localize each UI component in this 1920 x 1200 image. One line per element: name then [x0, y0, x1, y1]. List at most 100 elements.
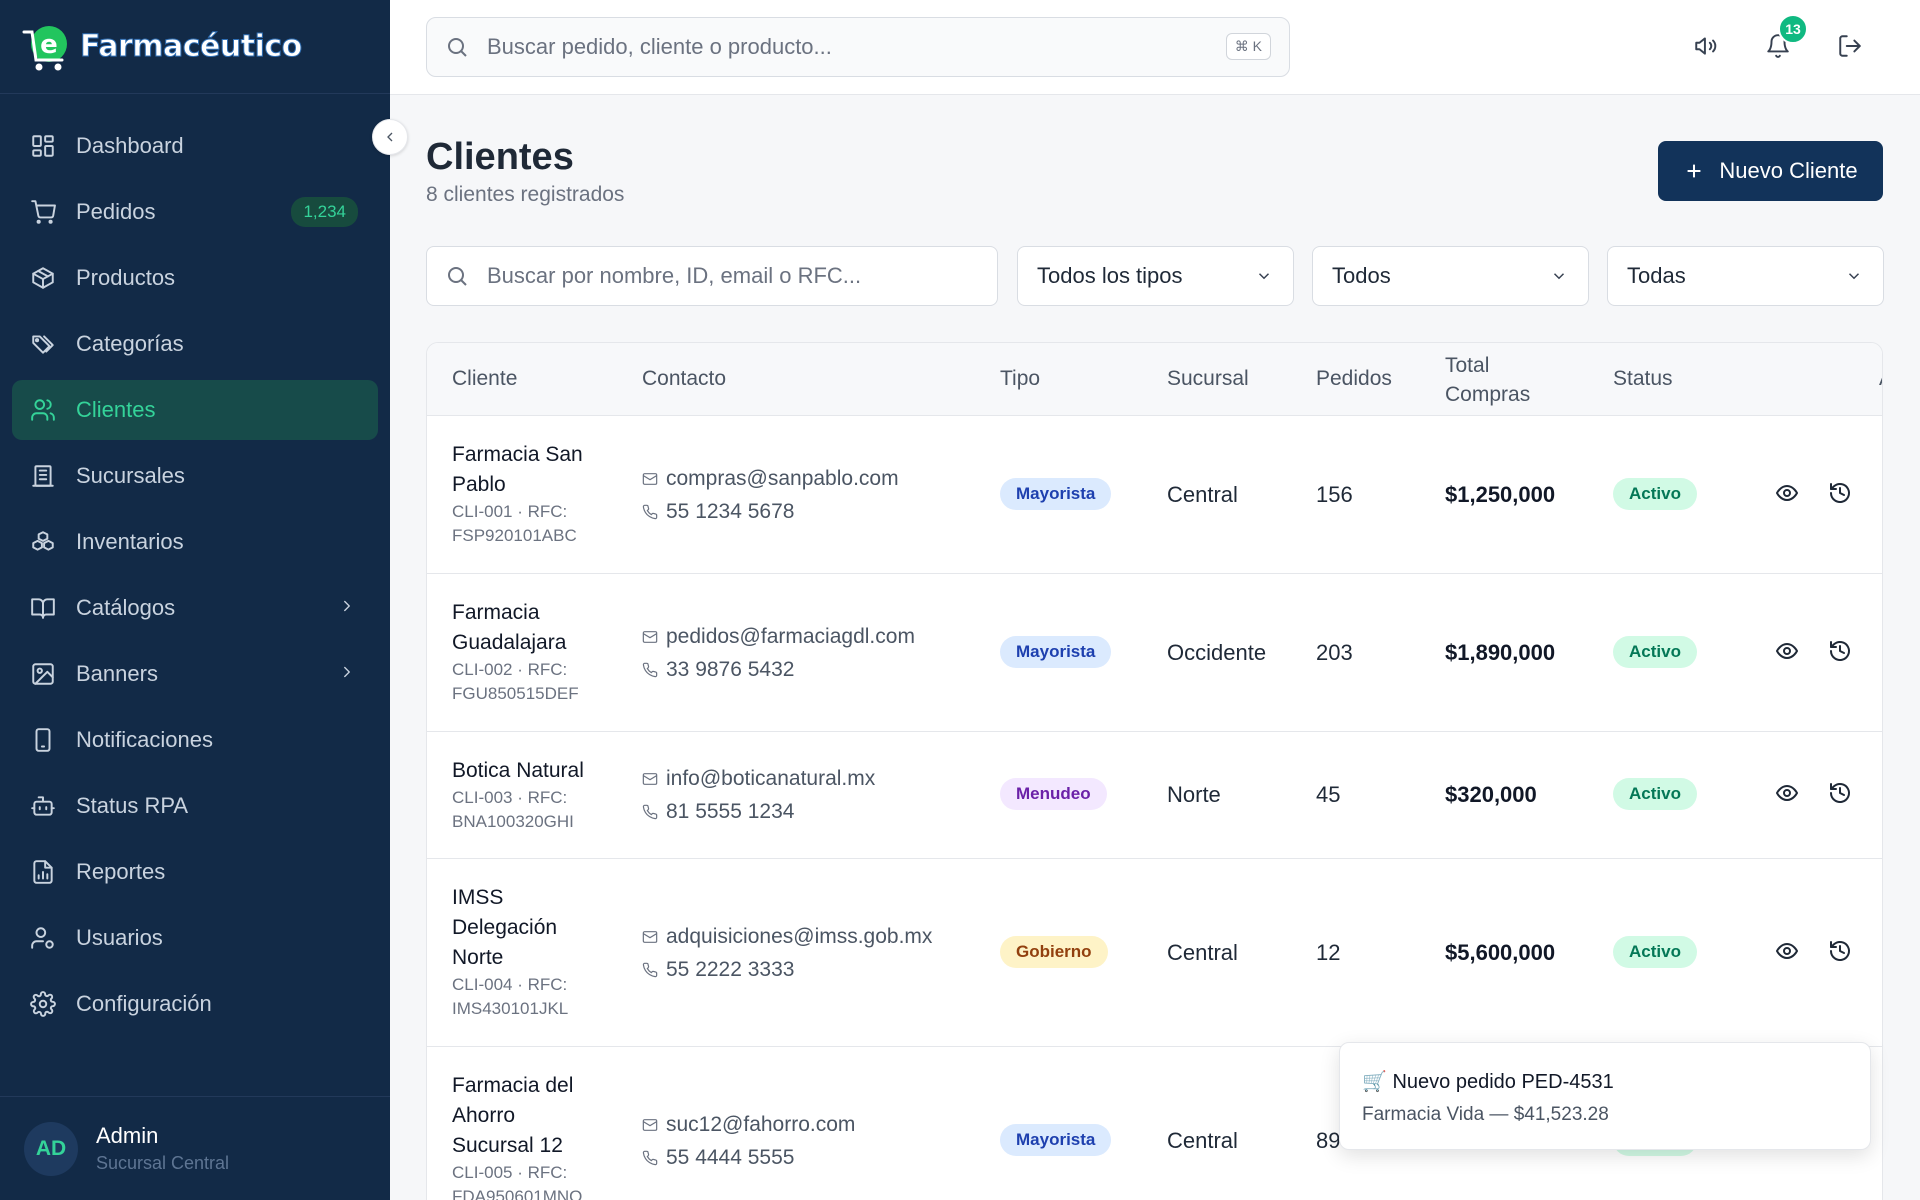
chevron-left-icon [387, 132, 393, 142]
client-email[interactable]: suc12@fahorro.com [666, 1113, 856, 1136]
header-pedidos[interactable]: Pedidos [1316, 367, 1392, 390]
client-total: $1,250,000 [1445, 482, 1556, 507]
page-subtitle: 8 clientes registrados [426, 183, 625, 206]
logout-button[interactable] [1834, 30, 1866, 62]
new-client-button[interactable]: Nuevo Cliente [1658, 141, 1883, 201]
client-search-field[interactable] [426, 246, 998, 306]
sidebar-item-productos[interactable]: Productos [12, 248, 378, 308]
client-branch: Occidente [1167, 640, 1267, 665]
history-button[interactable] [1828, 939, 1852, 968]
logo[interactable]: e Farmacéutico [0, 0, 390, 94]
mail-icon [642, 930, 658, 943]
sidebar-item-dashboard[interactable]: Dashboard [12, 116, 378, 176]
status-filter-value: Todos [1332, 263, 1391, 288]
notifications-button[interactable]: 13 [1762, 14, 1808, 62]
sidebar-item-banners[interactable]: Banners [12, 644, 378, 704]
gear-icon [30, 991, 56, 1017]
page-title: Clientes [426, 136, 574, 178]
sidebar-item-label: Sucursales [76, 463, 185, 488]
keyboard-shortcut: ⌘ K [1225, 33, 1271, 60]
topbar: Buscar pedido, cliente o producto... ⌘ K… [390, 0, 1920, 95]
sidebar-item-clientes[interactable]: Clientes [12, 380, 378, 440]
sidebar-item-categorias[interactable]: Categorías [12, 314, 378, 374]
sidebar-item-status-rpa[interactable]: Status RPA [12, 776, 378, 836]
mail-icon [642, 472, 658, 485]
toast-title: 🛒 Nuevo pedido PED-4531 [1362, 1071, 1614, 1093]
sidebar-collapse-button[interactable] [372, 119, 408, 155]
table-row[interactable]: IMSS Delegación Norte CLI-004 · RFC: IMS430… [427, 859, 1882, 1047]
history-icon [1830, 941, 1850, 961]
user-profile[interactable]: AD Admin Sucursal Central [0, 1096, 390, 1200]
branch-filter-select[interactable]: Todas [1607, 246, 1884, 306]
chevron-right-icon [338, 661, 356, 687]
type-badge: Mayorista [1000, 636, 1112, 668]
sidebar-item-pedidos[interactable]: Pedidos 1,234 [12, 182, 378, 242]
view-button[interactable] [1775, 781, 1799, 810]
history-icon [1830, 641, 1850, 661]
image-icon [32, 663, 54, 685]
view-button[interactable] [1775, 939, 1799, 968]
phone-icon [642, 962, 658, 977]
table-header: Cliente Contacto Tipo Sucursal Pedidos T… [427, 343, 1882, 416]
sidebar-item-sucursales[interactable]: Sucursales [12, 446, 378, 506]
history-button[interactable] [1828, 781, 1852, 810]
header-contacto[interactable]: Contacto [642, 367, 727, 390]
type-filter-select[interactable]: Todos los tipos [1017, 246, 1294, 306]
mail-icon [642, 630, 658, 643]
history-button[interactable] [1828, 639, 1852, 668]
table-row[interactable]: Farmacia San Pablo CLI-001 · RFC: FSP92010… [427, 416, 1882, 574]
sidebar-item-reportes[interactable]: Reportes [12, 842, 378, 902]
sidebar-item-catalogos[interactable]: Catálogos [12, 578, 378, 638]
client-meta: CLI-004 · RFC: IMS430101JKL [452, 975, 569, 1018]
header-total-compras[interactable]: Total Compras [1445, 351, 1530, 409]
bot-icon [31, 796, 55, 816]
table-row[interactable]: Farmacia Guadalajara CLI-002 · RFC: FGU850… [427, 574, 1882, 732]
svg-text:e: e [40, 30, 58, 60]
client-search-input[interactable] [487, 263, 987, 289]
client-orders: 45 [1316, 782, 1341, 807]
client-email[interactable]: pedidos@farmaciagdl.com [666, 625, 915, 648]
sidebar-item-notificaciones[interactable]: Notificaciones [12, 710, 378, 770]
sidebar-item-inventarios[interactable]: Inventarios [12, 512, 378, 572]
header-acciones: A [1879, 367, 1882, 391]
sidebar-item-usuarios[interactable]: Usuarios [12, 908, 378, 968]
logo-text: Farmacéutico [80, 29, 303, 65]
client-email[interactable]: adquisiciones@imss.gob.mx [666, 925, 933, 948]
cart-icon [31, 200, 56, 224]
logout-icon [1839, 35, 1861, 57]
view-button[interactable] [1775, 639, 1799, 668]
client-phone: 81 5555 1234 [666, 800, 795, 823]
sidebar-item-configuracion[interactable]: Configuración [12, 974, 378, 1034]
client-orders: 89 [1316, 1128, 1341, 1153]
client-email[interactable]: info@boticanatural.mx [666, 767, 876, 790]
logo-cart-icon: e [22, 22, 74, 72]
view-button[interactable] [1775, 481, 1799, 510]
global-search-placeholder: Buscar pedido, cliente o producto... [487, 34, 832, 59]
user-branch: Sucursal Central [96, 1153, 230, 1173]
eye-icon [1776, 785, 1798, 801]
header-status[interactable]: Status [1613, 367, 1673, 390]
table-row[interactable]: Botica Natural CLI-003 · RFC: BNA100320GH… [427, 732, 1882, 859]
sound-button[interactable] [1690, 30, 1722, 62]
global-search-input[interactable]: Buscar pedido, cliente o producto... ⌘ K [426, 17, 1290, 77]
header-sucursal[interactable]: Sucursal [1167, 367, 1249, 390]
type-badge: Gobierno [1000, 936, 1108, 968]
search-icon [448, 267, 467, 286]
chevron-down-icon [1553, 273, 1565, 280]
history-button[interactable] [1828, 481, 1852, 510]
sidebar-item-label: Configuración [76, 991, 212, 1016]
phone-icon [642, 1150, 658, 1165]
status-badge: Activo [1613, 778, 1697, 810]
new-order-toast[interactable]: 🛒 Nuevo pedido PED-4531 Farmacia Vida — … [1339, 1042, 1871, 1150]
history-icon [1830, 483, 1850, 503]
pedidos-count-badge: 1,234 [291, 197, 358, 227]
client-orders: 156 [1316, 482, 1353, 507]
speaker-icon [1695, 37, 1717, 55]
header-tipo[interactable]: Tipo [1000, 367, 1041, 390]
client-email[interactable]: compras@sanpablo.com [666, 467, 899, 490]
status-filter-select[interactable]: Todos [1312, 246, 1589, 306]
plus-icon [1687, 164, 1701, 178]
client-total: $320,000 [1445, 782, 1537, 807]
header-cliente[interactable]: Cliente [452, 367, 518, 390]
client-phone: 55 2222 3333 [666, 958, 795, 981]
